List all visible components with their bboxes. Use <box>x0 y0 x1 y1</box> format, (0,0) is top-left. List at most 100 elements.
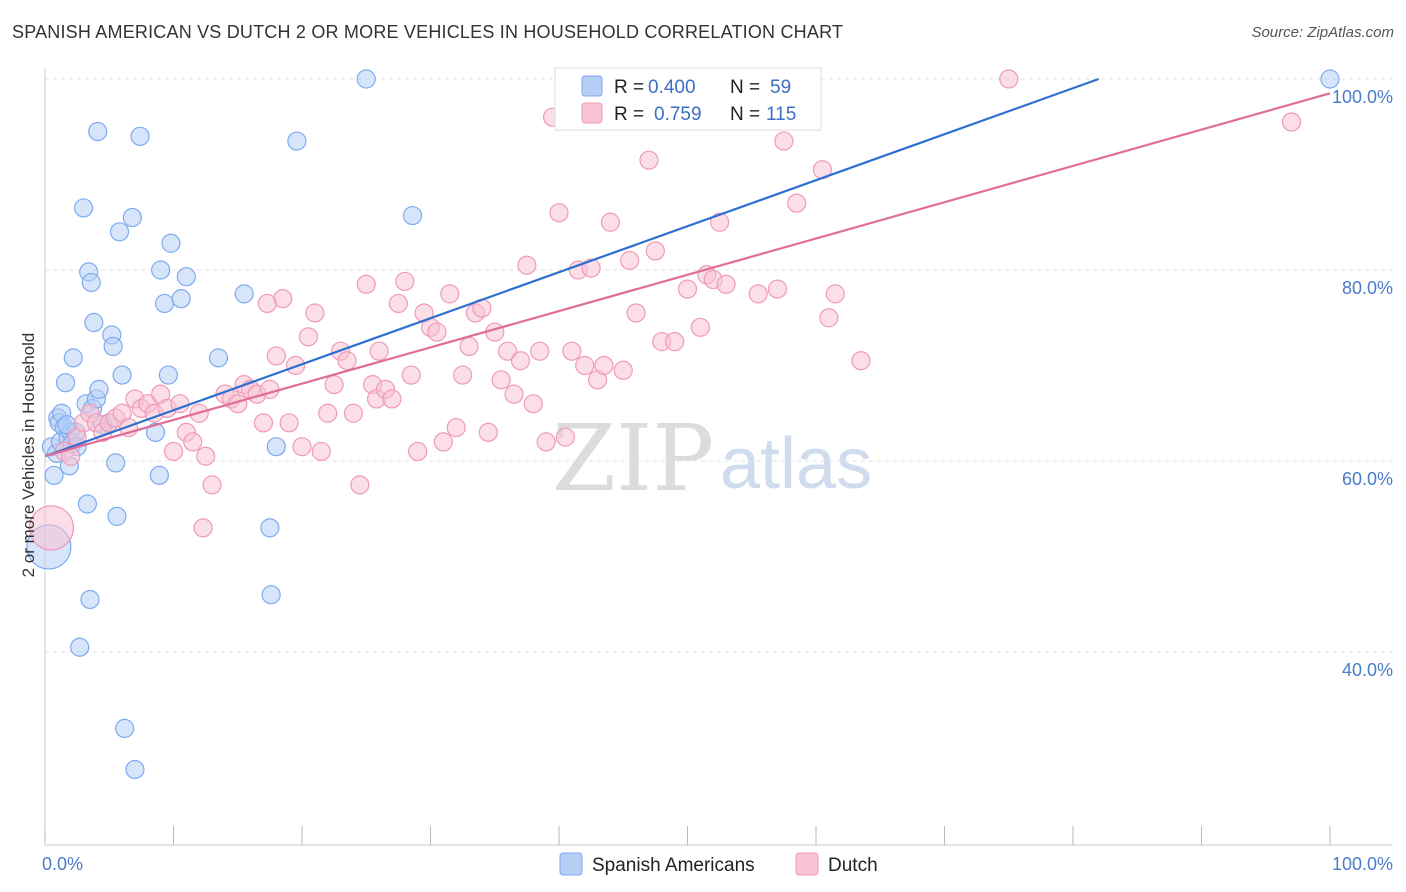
spanish-americans-point <box>122 207 142 228</box>
y-tick-label: 80.0% <box>1342 278 1393 298</box>
dutch-point <box>196 446 216 466</box>
spanish-americans-point <box>208 348 229 368</box>
dutch-point <box>639 150 659 170</box>
spanish-americans-point <box>356 69 376 89</box>
dutch-point <box>478 422 498 442</box>
dutch-point <box>774 131 794 151</box>
dutch-point <box>530 341 550 361</box>
dutch-point <box>433 432 453 452</box>
spanish-americans-point <box>130 126 150 146</box>
dutch-point <box>645 241 665 261</box>
bottom-legend-dutch: Dutch <box>828 855 878 876</box>
spanish-americans-point <box>73 198 94 218</box>
y-axis-label: 2 or more Vehicles in Household <box>19 333 38 578</box>
dutch-point <box>575 355 595 376</box>
trend-lines <box>44 77 1331 458</box>
dutch-point <box>504 384 524 404</box>
dutch-point <box>408 441 428 462</box>
dutch-point <box>388 293 408 314</box>
dutch-point <box>459 336 479 356</box>
dutch-point <box>665 332 685 352</box>
tick-labels: 100.0% 80.0% 60.0% 40.0% 0.0% 100.0% <box>42 87 1393 874</box>
dutch-point <box>536 432 556 452</box>
dutch-point <box>767 279 788 299</box>
dutch-point <box>382 389 402 409</box>
spanish-americans-point <box>77 494 98 514</box>
gridlines <box>45 78 1392 653</box>
dutch-point <box>491 370 511 390</box>
dutch-point <box>825 284 845 304</box>
dutch-point <box>562 341 582 361</box>
dutch-point <box>343 403 363 423</box>
dutch-point <box>266 346 286 366</box>
spanish-americans-point <box>55 373 76 393</box>
spanish-americans-point <box>89 379 109 399</box>
dutch-point <box>369 341 389 361</box>
dutch-point <box>324 375 344 395</box>
dutch-point <box>787 193 807 213</box>
dutch-point <box>716 274 736 294</box>
dutch-point <box>298 327 319 347</box>
legend-n-spanish: 59 <box>770 77 791 98</box>
dutch-point <box>318 403 338 423</box>
spanish-americans-point <box>234 284 254 304</box>
spanish-americans-point <box>171 289 191 309</box>
dutch-point <box>253 413 274 433</box>
series-legend: Spanish Americans Dutch <box>559 852 878 876</box>
dutch-point <box>350 475 370 495</box>
stats-legend: R = 0.400 N = 59 R = 0.759 N = 115 <box>554 67 822 131</box>
dutch-point <box>446 417 466 438</box>
watermark-zip: ZIP <box>552 405 714 512</box>
dutch-point <box>620 250 640 271</box>
dutch-point <box>549 203 569 223</box>
bottom-legend-swatch-spanish <box>559 852 583 876</box>
dutch-point <box>594 355 614 376</box>
spanish-americans-point <box>106 453 126 473</box>
dutch-point <box>690 317 710 337</box>
source-label: Source: ZipAtlas.com <box>1251 24 1394 41</box>
legend-swatch-spanish <box>581 75 603 97</box>
dutch-point <box>626 303 646 323</box>
spanish-americans-point <box>109 222 130 242</box>
spanish-americans-point <box>154 293 175 314</box>
spanish-americans-point <box>125 759 145 780</box>
axes <box>44 68 1392 846</box>
y-tick-label: 60.0% <box>1342 469 1393 489</box>
dutch-point <box>395 271 415 292</box>
dutch-point <box>193 518 213 538</box>
spanish-americans-point <box>158 365 178 385</box>
chart-title: SPANISH AMERICAN VS DUTCH 2 OR MORE VEHI… <box>12 22 844 42</box>
dutch-point <box>555 427 576 447</box>
x-tick-label: 0.0% <box>42 854 83 874</box>
spanish-americans-point <box>81 272 101 293</box>
dutch-point <box>28 505 75 551</box>
y-tick-label: 100.0% <box>1332 87 1393 107</box>
dutch-point <box>819 308 839 328</box>
dutch-point <box>427 322 447 342</box>
spanish-americans-point <box>80 589 100 610</box>
dutch-trend-line <box>44 92 1331 458</box>
spanish-americans-point <box>63 348 83 368</box>
legend-r-label-dutch: R = <box>614 104 644 125</box>
dutch-point <box>851 351 871 371</box>
spanish-americans-point <box>88 121 108 142</box>
spanish-americans-point <box>149 465 169 485</box>
legend-n-label-spanish: N = <box>730 77 760 98</box>
y-tick-label: 40.0% <box>1342 660 1393 680</box>
spanish-americans-point <box>84 312 104 333</box>
spanish-americans-point <box>115 718 135 739</box>
dutch-point <box>523 394 543 414</box>
legend-n-label-dutch: N = <box>730 104 760 125</box>
legend-r-spanish: 0.400 <box>648 77 696 98</box>
spanish-americans-point <box>261 585 281 605</box>
dutch-point <box>510 351 531 371</box>
dutch-point <box>401 365 421 385</box>
x-tick-label: 100.0% <box>1332 854 1393 874</box>
spanish-americans-point <box>112 365 132 385</box>
watermark-atlas: atlas <box>720 424 872 504</box>
legend-n-dutch: 115 <box>766 104 796 125</box>
dutch-point <box>581 258 601 278</box>
spanish-americans-point <box>161 233 181 253</box>
dutch-point <box>498 341 518 361</box>
